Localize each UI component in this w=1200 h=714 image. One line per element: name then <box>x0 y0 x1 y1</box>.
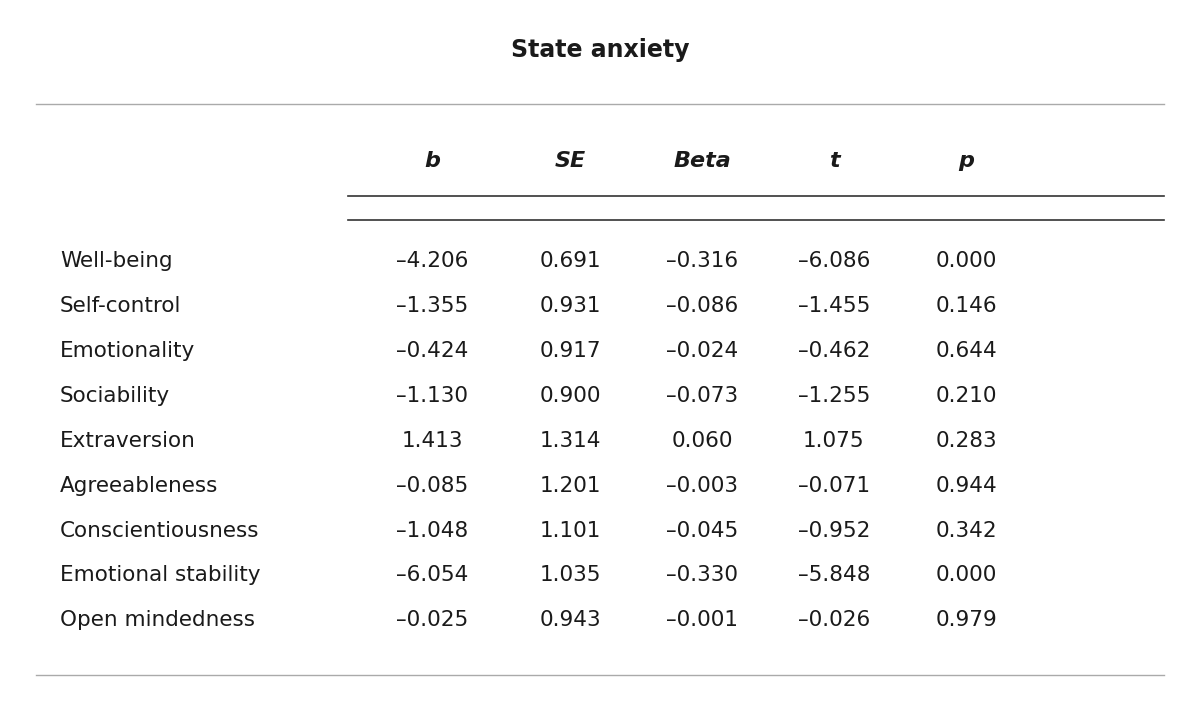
Text: –0.071: –0.071 <box>798 476 870 496</box>
Text: –0.073: –0.073 <box>666 386 738 406</box>
Text: –1.255: –1.255 <box>798 386 870 406</box>
Text: 0.644: 0.644 <box>935 341 997 361</box>
Text: –0.424: –0.424 <box>396 341 468 361</box>
Text: 0.900: 0.900 <box>539 386 601 406</box>
Text: –5.848: –5.848 <box>798 565 870 585</box>
Text: Agreeableness: Agreeableness <box>60 476 218 496</box>
Text: 0.000: 0.000 <box>935 251 997 271</box>
Text: –0.025: –0.025 <box>396 610 468 630</box>
Text: 0.210: 0.210 <box>935 386 997 406</box>
Text: 0.943: 0.943 <box>539 610 601 630</box>
Text: –0.952: –0.952 <box>798 521 870 540</box>
Text: –1.455: –1.455 <box>798 296 870 316</box>
Text: SE: SE <box>554 151 586 171</box>
Text: –0.316: –0.316 <box>666 251 738 271</box>
Text: 1.314: 1.314 <box>539 431 601 451</box>
Text: 1.075: 1.075 <box>803 431 865 451</box>
Text: 0.342: 0.342 <box>935 521 997 540</box>
Text: Sociability: Sociability <box>60 386 170 406</box>
Text: –6.086: –6.086 <box>798 251 870 271</box>
Text: 1.101: 1.101 <box>539 521 601 540</box>
Text: Emotionality: Emotionality <box>60 341 196 361</box>
Text: 0.917: 0.917 <box>539 341 601 361</box>
Text: State anxiety: State anxiety <box>511 38 689 62</box>
Text: 0.283: 0.283 <box>935 431 997 451</box>
Text: –4.206: –4.206 <box>396 251 468 271</box>
Text: 0.691: 0.691 <box>539 251 601 271</box>
Text: Emotional stability: Emotional stability <box>60 565 260 585</box>
Text: –0.045: –0.045 <box>666 521 738 540</box>
Text: Open mindedness: Open mindedness <box>60 610 256 630</box>
Text: Extraversion: Extraversion <box>60 431 196 451</box>
Text: Beta: Beta <box>673 151 731 171</box>
Text: –1.130: –1.130 <box>396 386 468 406</box>
Text: –1.048: –1.048 <box>396 521 468 540</box>
Text: Well-being: Well-being <box>60 251 173 271</box>
Text: 1.035: 1.035 <box>539 565 601 585</box>
Text: 1.201: 1.201 <box>539 476 601 496</box>
Text: –0.026: –0.026 <box>798 610 870 630</box>
Text: –0.330: –0.330 <box>666 565 738 585</box>
Text: –0.024: –0.024 <box>666 341 738 361</box>
Text: 0.979: 0.979 <box>935 610 997 630</box>
Text: 0.944: 0.944 <box>935 476 997 496</box>
Text: t: t <box>829 151 839 171</box>
Text: –0.086: –0.086 <box>666 296 738 316</box>
Text: p: p <box>958 151 974 171</box>
Text: –0.085: –0.085 <box>396 476 468 496</box>
Text: 1.413: 1.413 <box>401 431 463 451</box>
Text: 0.931: 0.931 <box>539 296 601 316</box>
Text: –1.355: –1.355 <box>396 296 468 316</box>
Text: Conscientiousness: Conscientiousness <box>60 521 259 540</box>
Text: –0.462: –0.462 <box>798 341 870 361</box>
Text: 0.060: 0.060 <box>671 431 733 451</box>
Text: b: b <box>424 151 440 171</box>
Text: 0.000: 0.000 <box>935 565 997 585</box>
Text: –6.054: –6.054 <box>396 565 468 585</box>
Text: 0.146: 0.146 <box>935 296 997 316</box>
Text: –0.003: –0.003 <box>666 476 738 496</box>
Text: –0.001: –0.001 <box>666 610 738 630</box>
Text: Self-control: Self-control <box>60 296 181 316</box>
